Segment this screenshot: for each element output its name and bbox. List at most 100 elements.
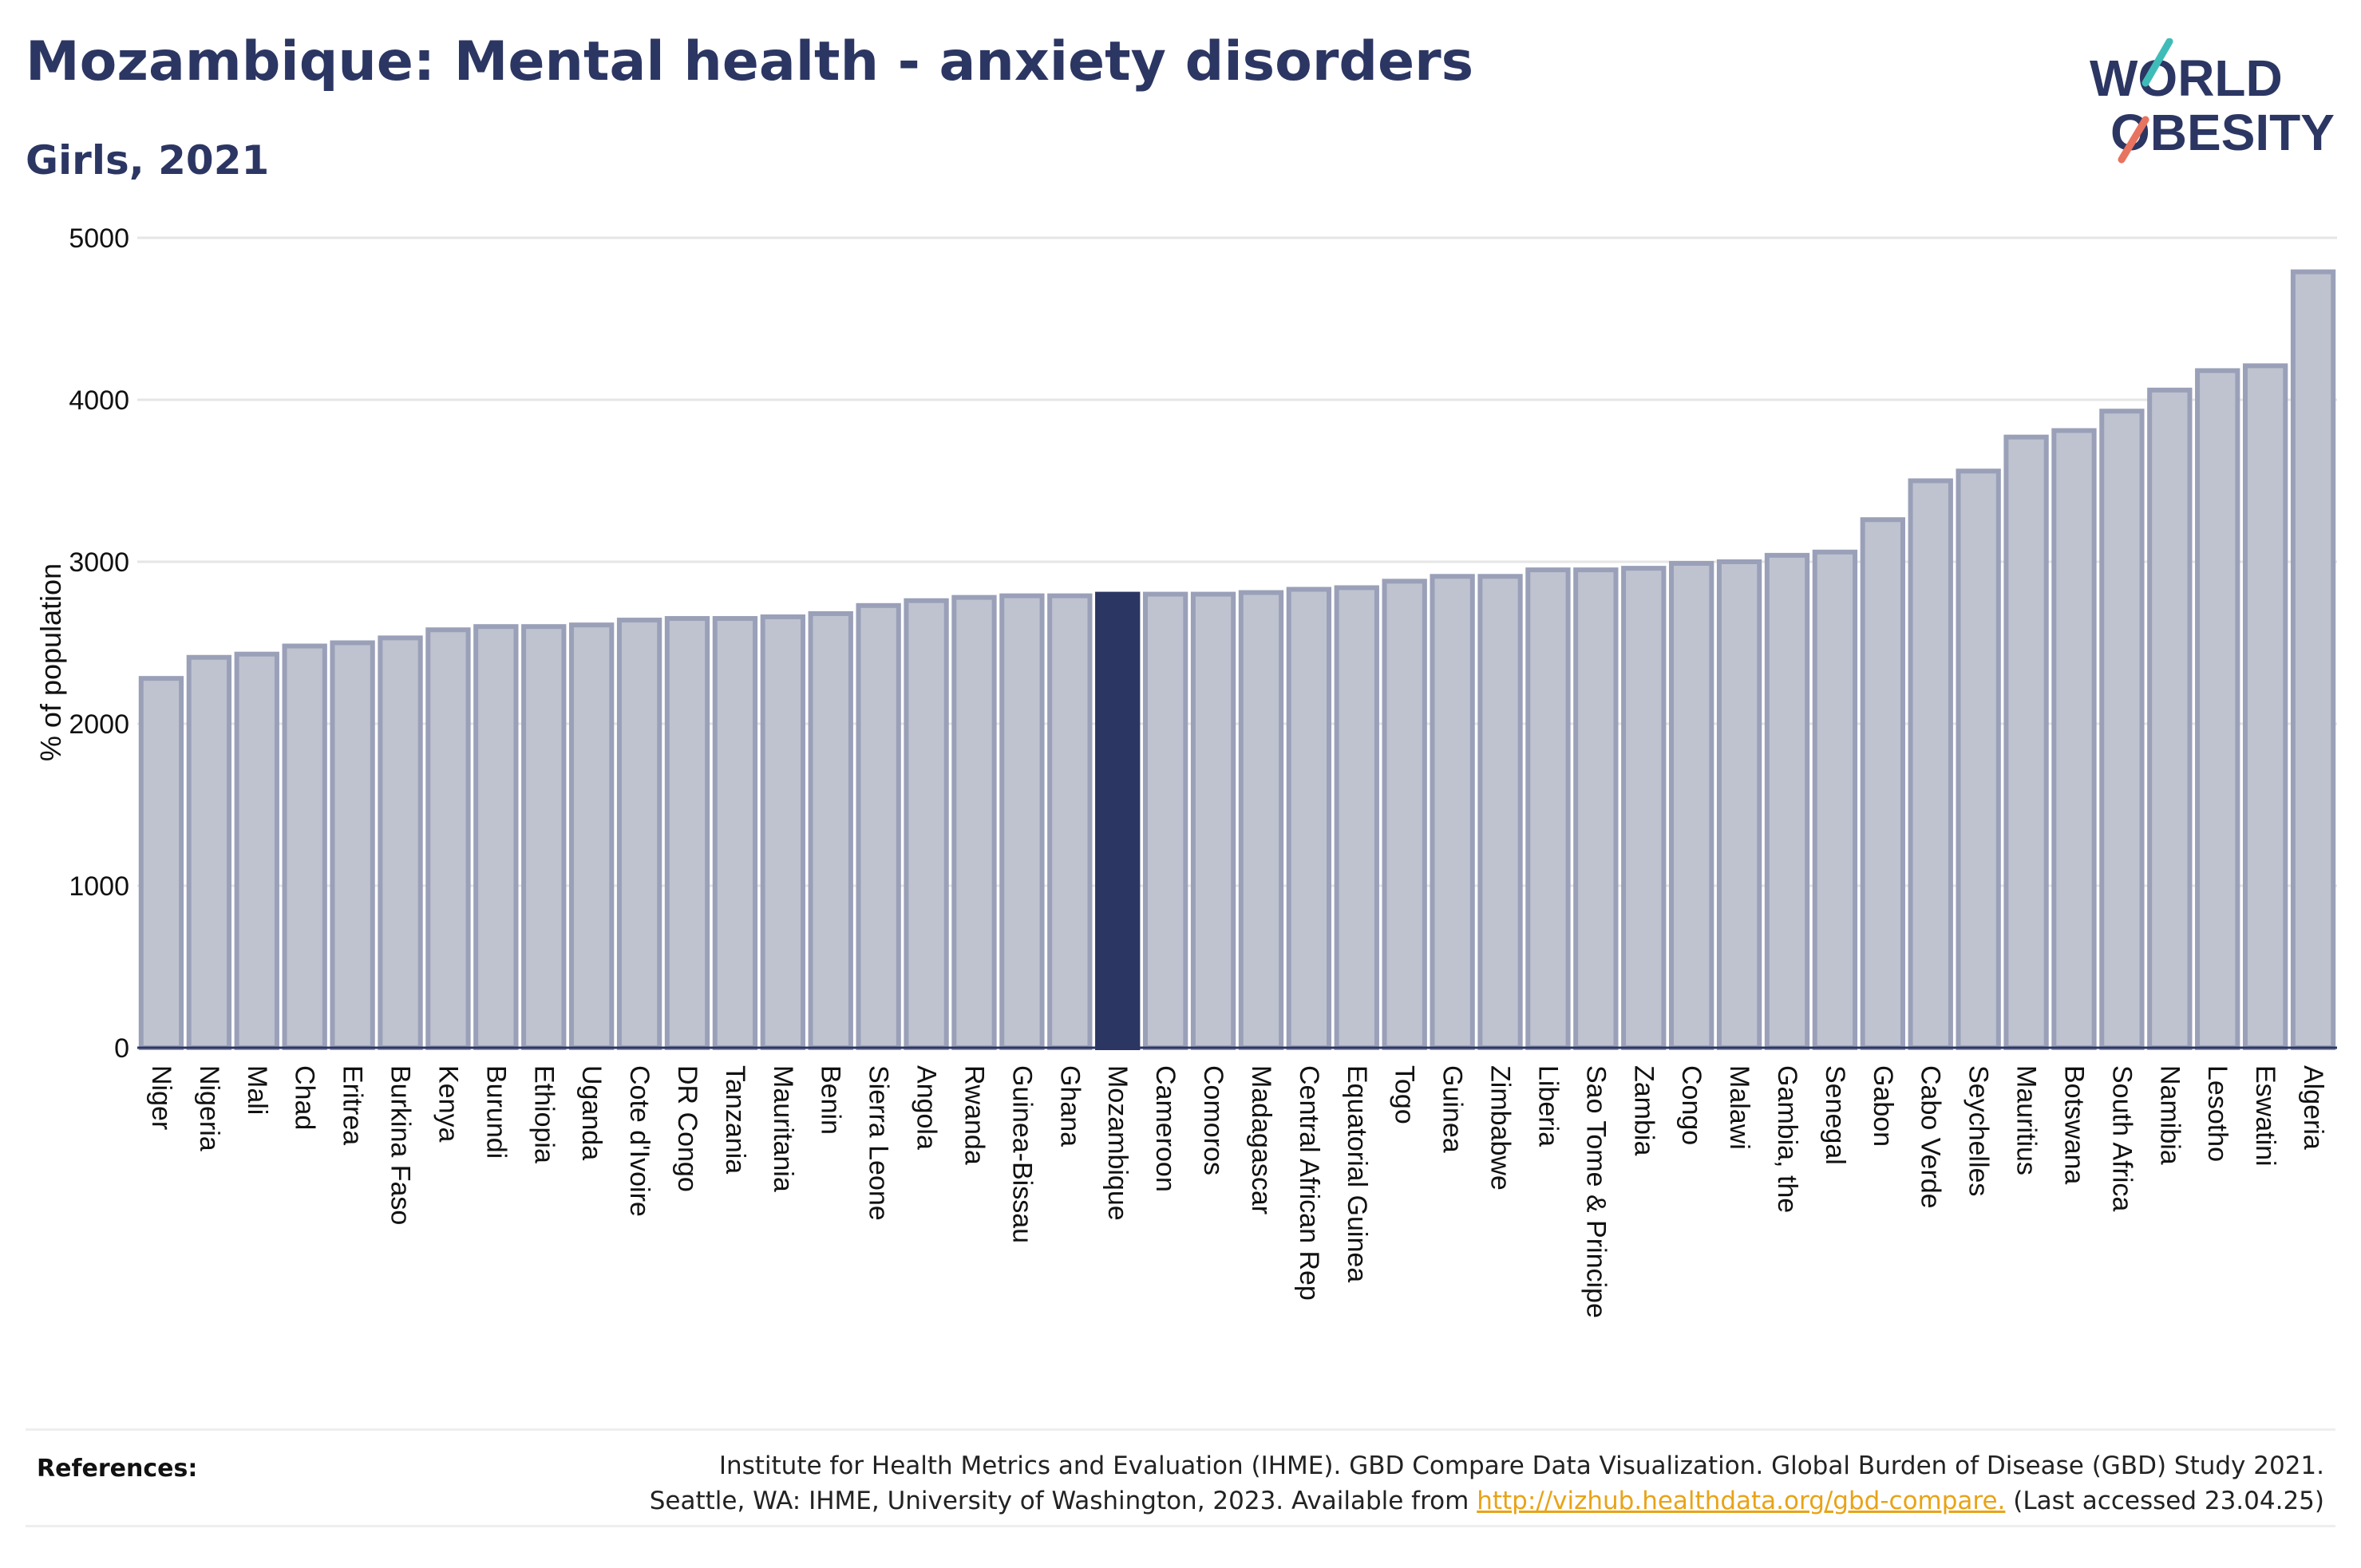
bar-algeria xyxy=(2290,269,2336,1050)
x-tick-label: Kenya xyxy=(433,1065,463,1142)
bar-lesotho xyxy=(2195,368,2240,1050)
bar-mali xyxy=(234,651,279,1051)
x-tick-label: Sierra Leone xyxy=(864,1065,894,1221)
bar-madagascar xyxy=(1238,590,1284,1050)
x-tick-label: Equatorial Guinea xyxy=(1342,1065,1372,1282)
x-tick-label: Mauritania xyxy=(768,1065,798,1192)
bar-kenya xyxy=(425,627,471,1050)
x-tick-label: South Africa xyxy=(2106,1065,2137,1211)
bar-eswatini xyxy=(2242,363,2288,1050)
bar-cameroon xyxy=(1142,591,1188,1050)
x-tick-label: Lesotho xyxy=(2202,1065,2232,1162)
y-tick-label: 5000 xyxy=(69,223,129,254)
bar-zambia xyxy=(1621,566,1667,1050)
x-tick-label: Gambia, the xyxy=(1772,1065,1802,1213)
x-tick-label: Botswana xyxy=(2058,1065,2089,1184)
bar-gabon xyxy=(1860,517,1905,1050)
references-line2-prefix: Seattle, WA: IHME, University of Washing… xyxy=(649,1487,1477,1515)
x-tick-label: Burkina Faso xyxy=(386,1065,416,1225)
references-line2-suffix: (Last accessed 23.04.25) xyxy=(2005,1487,2324,1515)
x-tick-label: Cameroon xyxy=(1150,1065,1180,1192)
bar-angola xyxy=(904,598,949,1050)
x-tick-label: Ethiopia xyxy=(528,1065,559,1163)
x-tick-label: Namibia xyxy=(2154,1065,2185,1165)
x-tick-label: Chad xyxy=(290,1065,320,1130)
bar-namibia xyxy=(2147,387,2193,1050)
x-tick-label: Burundi xyxy=(481,1065,511,1159)
x-tick-label: Madagascar xyxy=(1246,1065,1276,1215)
references-label: References: xyxy=(37,1455,198,1483)
bar-mauritius xyxy=(2003,434,2049,1050)
chart-title: Mozambique: Mental health - anxiety diso… xyxy=(26,30,1474,93)
bar-togo xyxy=(1382,579,1427,1050)
bar-cote-d-ivoire xyxy=(616,618,662,1050)
bar-mauritania xyxy=(760,614,805,1050)
references-line1: Institute for Health Metrics and Evaluat… xyxy=(718,1451,2324,1480)
x-tick-label: Sao Tome & Principe xyxy=(1580,1065,1611,1318)
bar-dr-congo xyxy=(664,616,710,1050)
x-tick-label: Seychelles xyxy=(1964,1065,1994,1196)
bar-eritrea xyxy=(330,640,375,1050)
x-tick-label: Senegal xyxy=(1820,1065,1850,1165)
bar-comoros xyxy=(1190,591,1236,1050)
chart-subtitle: Girls, 2021 xyxy=(26,137,270,184)
bar-burkina-faso xyxy=(378,635,423,1050)
x-tick-label: Cabo Verde xyxy=(1916,1065,1946,1209)
x-tick-label: Cote d'Ivoire xyxy=(624,1065,655,1217)
references-link[interactable]: http://vizhub.healthdata.org/gbd-compare… xyxy=(1477,1487,2006,1515)
x-tick-label: Mozambique xyxy=(1102,1065,1133,1221)
logo-line1: WORLD xyxy=(2090,49,2283,107)
bar-malawi xyxy=(1716,559,1762,1050)
bar-guinea xyxy=(1430,574,1475,1050)
bar-chad xyxy=(282,643,327,1050)
bar-benin xyxy=(808,610,853,1050)
bar-ethiopia xyxy=(521,624,567,1050)
x-tick-label: Guinea-Bissau xyxy=(1006,1065,1037,1243)
x-tick-label: Tanzania xyxy=(720,1065,750,1174)
bar-zimbabwe xyxy=(1477,574,1523,1050)
logo-slash-teal xyxy=(2142,38,2173,87)
bar-uganda xyxy=(569,622,615,1050)
x-tick-label: Algeria xyxy=(2298,1065,2328,1150)
bar-central-african-rep xyxy=(1286,587,1332,1050)
x-tick-label: Rwanda xyxy=(959,1065,989,1165)
x-tick-label: Malawi xyxy=(1724,1065,1754,1150)
x-tick-label: Central African Rep xyxy=(1294,1065,1324,1301)
bar-nigeria xyxy=(186,654,232,1051)
x-tick-label: Gabon xyxy=(1868,1065,1898,1147)
x-tick-label: Eritrea xyxy=(338,1065,368,1145)
x-tick-label: Angola xyxy=(912,1065,942,1150)
x-tick-label: Togo xyxy=(1390,1065,1420,1124)
x-tick-label: Mauritius xyxy=(2011,1065,2042,1175)
x-tick-label: Congo xyxy=(1676,1065,1706,1145)
bar-sierra-leone xyxy=(856,602,901,1050)
y-axis-label: % of population xyxy=(34,563,67,761)
x-tick-label: Ghana xyxy=(1054,1065,1085,1147)
bar-senegal xyxy=(1812,549,1858,1050)
bar-seychelles xyxy=(1956,468,2001,1050)
references-panel: References: Institute for Health Metrics… xyxy=(26,1428,2335,1527)
world-obesity-logo: WORLD OBESITY xyxy=(2090,38,2335,164)
bar-botswana xyxy=(2051,428,2097,1050)
x-tick-label: Uganda xyxy=(576,1065,607,1160)
bar-chart: 0 1000 2000 3000 4000 5000 Niger Nigeria Mali Ch… xyxy=(34,223,2337,1318)
bar-equatorial-guinea xyxy=(1334,585,1379,1050)
bar-gambia-the xyxy=(1764,552,1810,1050)
x-tick-label: Liberia xyxy=(1532,1065,1563,1147)
x-tick-label: Benin xyxy=(816,1065,846,1135)
bar-burundi xyxy=(473,624,519,1050)
bar-south-africa xyxy=(2099,409,2145,1050)
bar-tanzania xyxy=(712,616,758,1050)
logo-line2: OBESITY xyxy=(2110,104,2335,161)
bar-mozambique xyxy=(1095,591,1141,1050)
logo-slash-red xyxy=(2118,116,2149,164)
bar-rwanda xyxy=(951,594,997,1050)
x-tick-label: Eswatini xyxy=(2250,1065,2280,1167)
y-tick-label: 3000 xyxy=(69,547,129,578)
x-tick-label: Guinea xyxy=(1438,1065,1468,1153)
references-text: Institute for Health Metrics and Evaluat… xyxy=(650,1448,2324,1519)
x-tick-label: Zambia xyxy=(1628,1065,1659,1155)
bar-cabo-verde xyxy=(1908,478,1953,1050)
y-tick-label: 4000 xyxy=(69,385,129,416)
bar-niger xyxy=(138,676,184,1050)
